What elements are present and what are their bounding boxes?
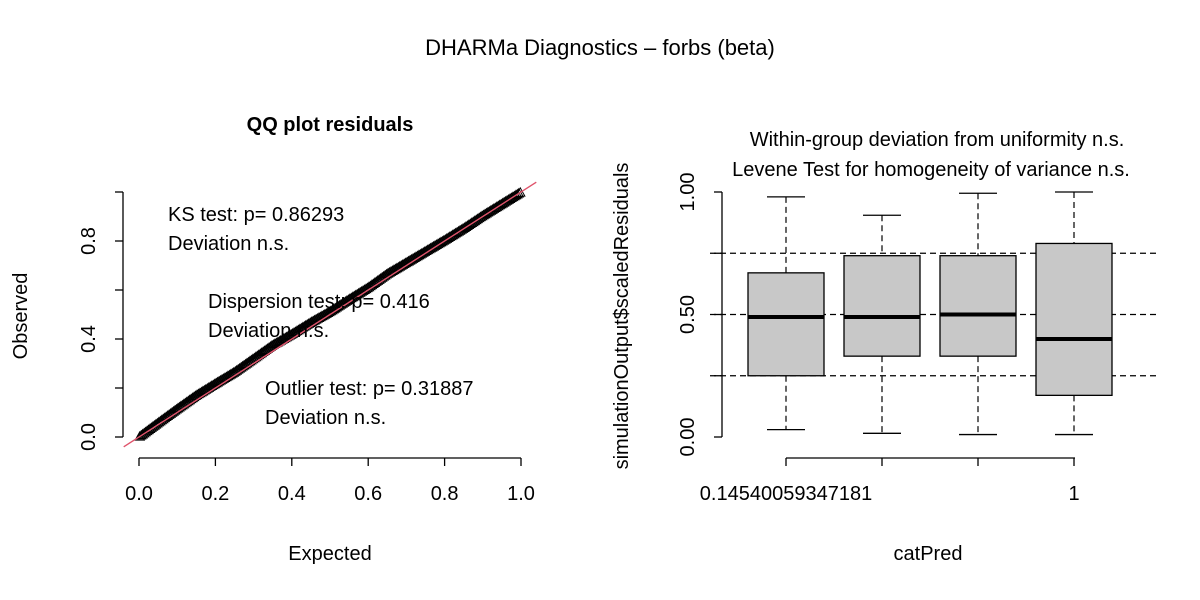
qq-y-ticks: 0.0 0.4 0.8 [78,191,123,451]
box-y-ticks: 0.00 0.50 1.00 [677,173,722,457]
qq-point [510,189,522,200]
box-x-tick-label: 1 [1068,483,1079,505]
box-x-tick-label: 0.14540059347181 [700,483,872,505]
qq-x-tick-label: 0.4 [278,483,306,505]
qq-x-tick-label: 0.0 [125,483,153,505]
qq-point [513,187,525,198]
box-y-tick-label: 1.00 [677,173,699,212]
qq-y-label: Observed [10,273,32,360]
box-item [747,196,825,431]
box-item [939,192,1017,436]
figure-title: DHARMa Diagnostics – forbs (beta) [425,35,775,60]
box-y-tick-label: 0.00 [677,418,699,457]
box-rect [939,255,1017,357]
box-x-label: catPred [894,543,963,565]
qq-x-label: Expected [288,543,371,565]
ks-deviation-text: Deviation n.s. [168,233,289,255]
box-item [843,214,921,434]
box-y-label: simulationOutput$scaledResiduals [611,163,633,470]
qq-point [514,186,526,197]
qq-x-tick-label: 0.6 [354,483,382,505]
box-rect [1035,242,1113,396]
outlier-deviation-text: Deviation n.s. [265,407,386,429]
box-items [747,191,1113,436]
box-rect [747,272,825,377]
ks-test-text: KS test: p= 0.86293 [168,204,344,226]
box-y-tick-label: 0.50 [677,295,699,334]
qq-point [508,190,520,201]
qq-plot-panel: QQ plot residuals 0.0 0.2 0.4 0.6 0.8 1.0 0.0… [10,114,537,565]
qq-x-tick-label: 0.8 [431,483,459,505]
boxplot-title-line1: Within-group deviation from uniformity n… [750,129,1125,151]
outlier-test-text: Outlier test: p= 0.31887 [265,378,473,400]
qq-y-tick-label: 0.0 [78,423,100,451]
boxplot-title-line2: Levene Test for homogeneity of variance … [732,159,1130,181]
box-item [1035,191,1113,436]
qq-x-tick-label: 1.0 [507,483,535,505]
box-x-ticks: 0.14540059347181 1 [700,458,1080,505]
qq-y-tick-label: 0.8 [78,227,100,255]
dispersion-test-text: Dispersion test: p= 0.416 [208,291,430,313]
qq-x-ticks: 0.0 0.2 0.4 0.6 0.8 1.0 [125,458,535,505]
boxplot-panel: Within-group deviation from uniformity n… [611,129,1160,565]
qq-x-tick-label: 0.2 [201,483,229,505]
dispersion-deviation-text: Deviation n.s. [208,320,329,342]
qq-point [511,188,523,199]
qq-plot-title: QQ plot residuals [247,114,414,136]
qq-y-tick-label: 0.4 [78,325,100,353]
qq-reference-line [123,181,537,448]
box-rect [843,255,921,357]
